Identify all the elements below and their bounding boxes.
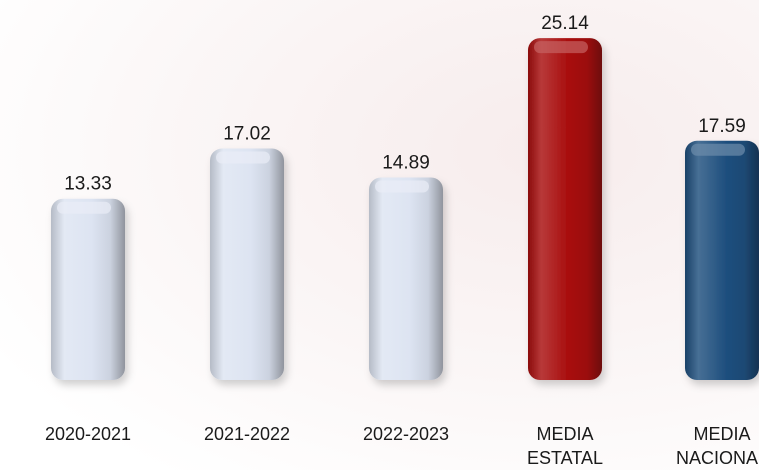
bar-highlight-3 — [534, 41, 588, 54]
bar-highlight-1 — [216, 151, 270, 164]
category-label-2: 2022-2023 — [363, 424, 449, 444]
value-label-0: 13.33 — [64, 174, 112, 195]
category-label-3-line-0: MEDIA — [536, 424, 593, 444]
bar-highlight-0 — [57, 201, 111, 214]
bar-1 — [210, 148, 284, 380]
bar-2 — [369, 177, 443, 380]
bar-highlight-4 — [691, 143, 745, 156]
category-label-1: 2021-2022 — [204, 424, 290, 444]
bar-4 — [685, 140, 759, 380]
category-label-4-line-0: MEDIA — [693, 424, 750, 444]
value-label-4: 17.59 — [698, 116, 746, 137]
bar-3 — [528, 38, 602, 380]
value-label-2: 14.89 — [382, 152, 430, 173]
category-label-0: 2020-2021 — [45, 424, 131, 444]
value-label-3: 25.14 — [541, 13, 589, 34]
value-label-1: 17.02 — [223, 124, 271, 145]
category-label-3-line-1: ESTATAL — [527, 448, 603, 468]
category-label-4-line-1: NACIONAL — [676, 448, 759, 468]
bar-highlight-2 — [375, 180, 429, 193]
bar-0 — [51, 198, 125, 380]
